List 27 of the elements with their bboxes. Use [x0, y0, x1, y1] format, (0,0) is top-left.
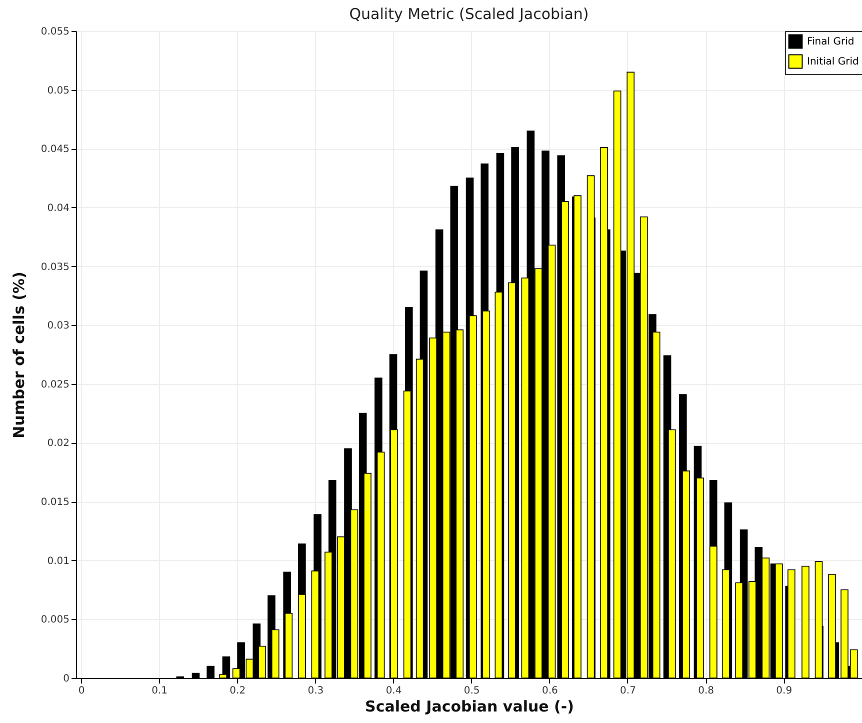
x-tick-label: 0.2: [230, 686, 246, 696]
x-tick-label: 0.7: [620, 686, 636, 696]
x-tick-label: 0.3: [308, 686, 324, 696]
y-tick-label: 0.015: [40, 497, 70, 508]
y-tick-label: 0.04: [47, 202, 70, 214]
y-tick-label: 0.025: [40, 379, 70, 390]
legend-label: Final Grid: [807, 36, 854, 48]
legend-label: Initial Grid: [807, 56, 859, 68]
y-tick-label: 0.045: [40, 144, 70, 156]
y-tick-label: 0.02: [47, 438, 70, 450]
x-tick-label: 0.9: [776, 686, 792, 696]
y-tick-label: 0.03: [47, 320, 70, 332]
x-tick-label: 0.5: [464, 686, 480, 696]
y-tick-label: 0.035: [40, 262, 70, 273]
y-tick-label: 0.005: [40, 614, 70, 626]
x-tick-label: 0.1: [152, 686, 168, 696]
x-tick-label: 0.8: [698, 686, 714, 696]
x-axis-title: Scaled Jacobian value (-): [365, 698, 574, 716]
x-tick-label: 0.6: [542, 686, 558, 696]
y-tick-label: 0.05: [47, 85, 70, 96]
y-axis-title: Number of cells (%): [10, 272, 28, 438]
y-tick-label: 0: [63, 674, 70, 684]
x-tick-label: 0.4: [386, 686, 402, 696]
x-tick-label: 0: [78, 686, 85, 696]
y-tick-label: 0.055: [40, 26, 70, 38]
chart-title: Quality Metric (Scaled Jacobian): [349, 5, 589, 23]
y-tick-label: 0.01: [47, 556, 70, 567]
